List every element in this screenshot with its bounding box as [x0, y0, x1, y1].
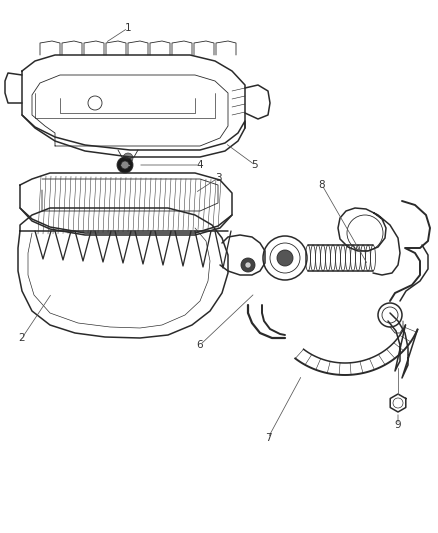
Circle shape — [121, 161, 129, 169]
Text: 4: 4 — [197, 160, 203, 170]
Text: 5: 5 — [252, 160, 258, 170]
Text: 8: 8 — [319, 180, 325, 190]
Text: 6: 6 — [197, 340, 203, 350]
Circle shape — [277, 250, 293, 266]
Text: 2: 2 — [19, 333, 25, 343]
Circle shape — [123, 153, 133, 163]
Circle shape — [245, 262, 251, 268]
Circle shape — [117, 157, 133, 173]
Circle shape — [241, 258, 255, 272]
Text: 1: 1 — [125, 23, 131, 33]
Text: 7: 7 — [265, 433, 271, 443]
Text: 3: 3 — [215, 173, 221, 183]
Text: 9: 9 — [395, 420, 401, 430]
